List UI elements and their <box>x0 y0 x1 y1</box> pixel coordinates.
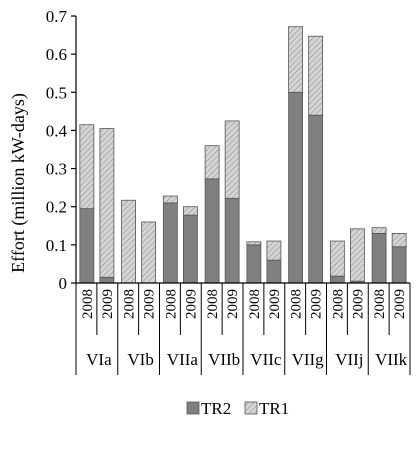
y-tick-label: 0 <box>59 274 68 293</box>
y-tick-label: 0.4 <box>46 121 68 140</box>
bar-tr1-viij-2008 <box>329 240 345 277</box>
legend-swatch-tr2 <box>186 401 200 415</box>
bar-tr2-viic-2008 <box>246 244 262 284</box>
x-group-label: VIIc <box>250 350 282 369</box>
y-tick-label: 0.1 <box>46 236 67 255</box>
x-year-label: 2008 <box>372 289 388 319</box>
bar-tr1-viic-2009 <box>266 240 282 261</box>
x-year-label: 2009 <box>267 289 283 319</box>
x-year-label: 2009 <box>100 289 116 319</box>
bar-tr1-viig-2009 <box>308 35 324 116</box>
x-group-label: VIIj <box>335 350 363 369</box>
x-year-label: 2009 <box>183 289 199 319</box>
y-axis-title: Effort (million kW-days) <box>8 93 29 273</box>
x-year-label: 2008 <box>289 289 305 319</box>
bar-tr1-viik-2009 <box>391 233 407 248</box>
x-year-label: 2009 <box>350 289 366 319</box>
bar-tr1-via-2009 <box>99 128 115 278</box>
bar-tr2-viij-2008 <box>329 275 345 284</box>
y-axis: 0 0.1 0.2 0.3 0.4 0.5 0.6 0.7 <box>46 7 77 293</box>
bar-tr2-viik-2009 <box>391 246 407 284</box>
bar-tr1-viia-2008 <box>162 195 178 204</box>
bar-tr1-viib-2009 <box>224 120 240 199</box>
bar-tr2-via-2009 <box>99 276 115 284</box>
legend-label-tr1: TR1 <box>259 399 289 418</box>
bar-tr2-viig-2008 <box>288 91 304 284</box>
bar-tr1-viij-2009 <box>349 228 365 282</box>
y-tick-label: 0.6 <box>46 45 67 64</box>
bars <box>79 26 407 284</box>
x-year-label: 2008 <box>205 289 221 319</box>
bar-tr1-viib-2008 <box>204 145 220 180</box>
legend-swatch-tr1 <box>244 401 258 415</box>
bar-tr1-via-2008 <box>79 124 95 210</box>
bar-tr1-vib-2009 <box>141 221 157 284</box>
y-tick-label: 0.7 <box>46 7 68 26</box>
bar-tr1-viik-2008 <box>371 227 387 234</box>
bar-tr2-viik-2008 <box>371 233 387 284</box>
x-year-label: 2008 <box>330 289 346 319</box>
x-year-label: 2009 <box>142 289 158 319</box>
bar-tr1-viig-2008 <box>288 26 304 93</box>
bar-tr2-viic-2009 <box>266 259 282 284</box>
x-group-label: VIb <box>127 350 153 369</box>
bar-tr2-viia-2008 <box>162 202 178 284</box>
x-year-label: 2009 <box>392 289 408 319</box>
x-group-label: VIIa <box>167 350 199 369</box>
y-tick-label: 0.5 <box>46 83 67 102</box>
x-year-label: 2008 <box>80 289 96 319</box>
bar-tr2-viib-2009 <box>224 197 240 284</box>
x-year-label: 2008 <box>247 289 263 319</box>
legend-label-tr2: TR2 <box>201 399 231 418</box>
bar-tr1-vib-2008 <box>121 199 137 284</box>
x-year-label: 2009 <box>225 289 241 319</box>
bar-tr2-viig-2009 <box>308 114 324 284</box>
x-year-label: 2008 <box>163 289 179 319</box>
bar-tr2-via-2008 <box>79 208 95 284</box>
y-tick-label: 0.3 <box>46 160 67 179</box>
x-group-label: VIIg <box>292 350 325 369</box>
bar-tr2-viib-2008 <box>204 178 220 284</box>
x-year-label: 2008 <box>122 289 138 319</box>
legend: TR2 TR1 <box>186 399 289 418</box>
x-year-label: 2009 <box>309 289 325 319</box>
x-group-label: VIIb <box>208 350 240 369</box>
bar-tr1-viic-2008 <box>246 241 262 246</box>
bar-tr1-viia-2009 <box>182 206 198 216</box>
x-group-label: VIIk <box>375 350 408 369</box>
x-group-label: VIa <box>86 350 112 369</box>
y-tick-label: 0.2 <box>46 198 67 217</box>
bar-tr2-viia-2009 <box>182 214 198 284</box>
